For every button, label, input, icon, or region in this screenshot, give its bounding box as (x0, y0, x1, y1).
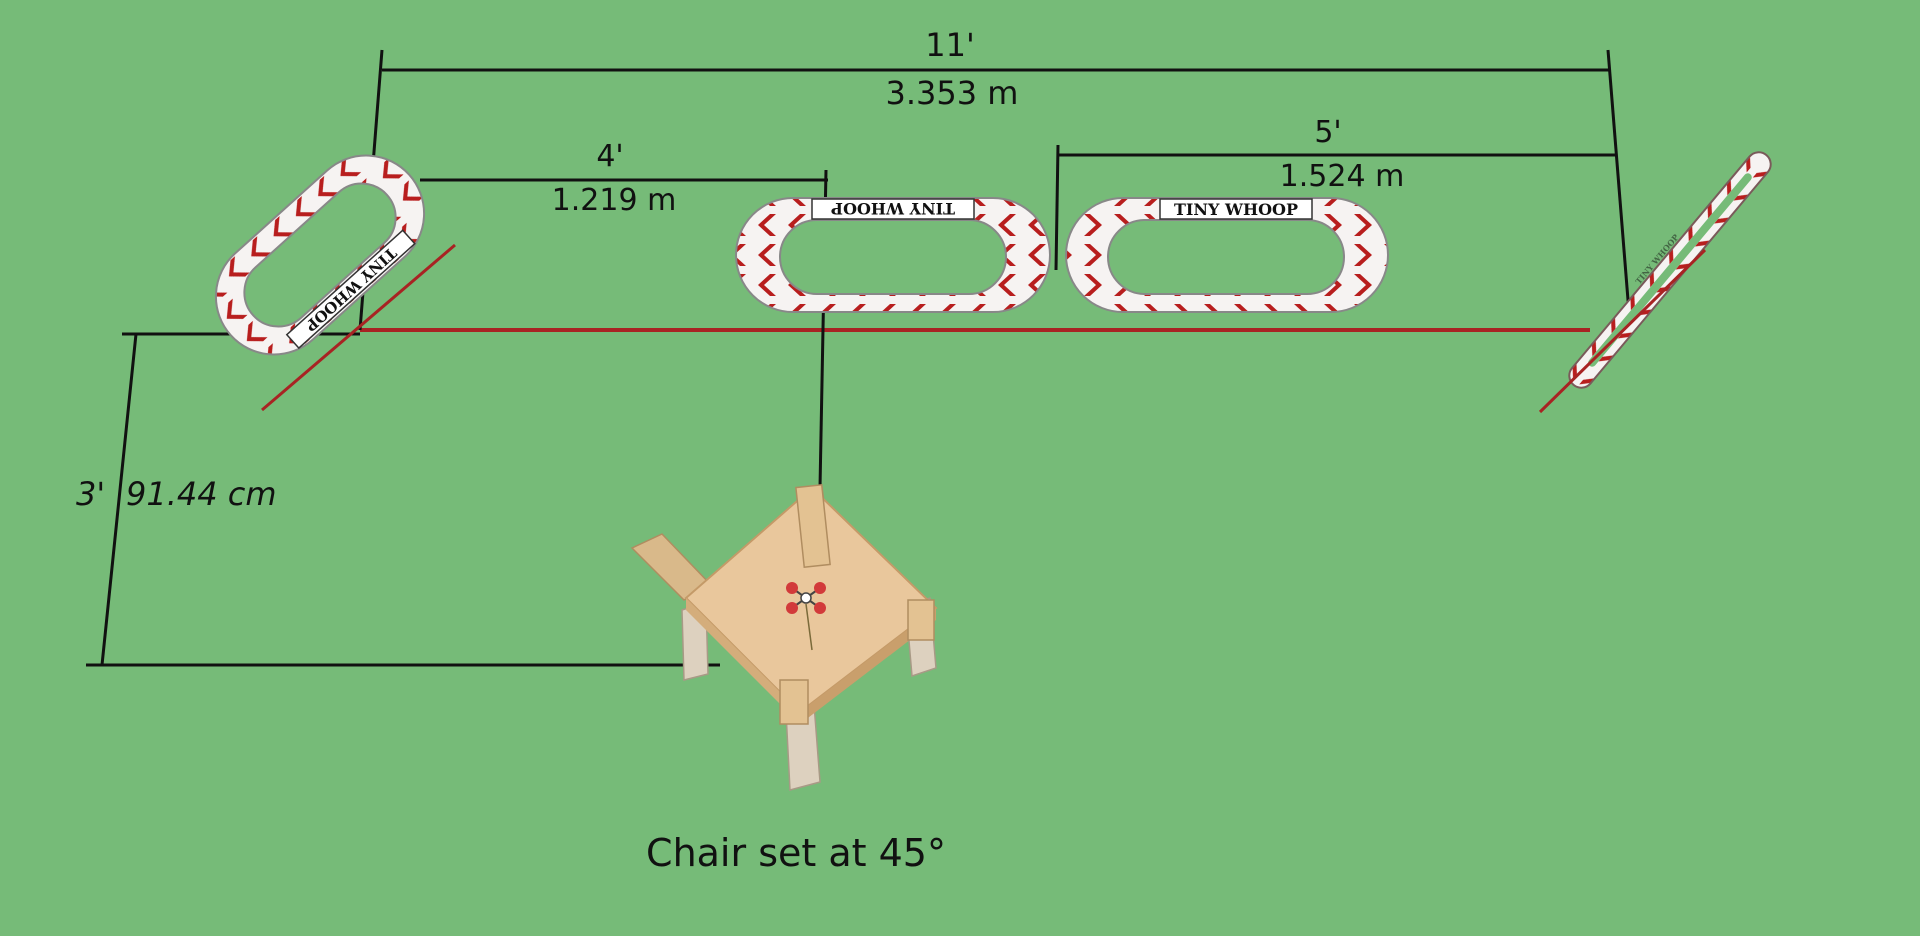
overall-metric-label: 3.353 m (886, 74, 1019, 112)
gate-2: TINY WHOOP (735, 197, 1051, 313)
right-spacing-metric-label: 1.524 m (1280, 159, 1405, 194)
drone-icon (786, 582, 826, 651)
left-spacing-imperial-label: 4' (596, 139, 623, 174)
gate-4-footprint (1538, 248, 1707, 414)
overall-imperial-label: 11' (925, 26, 975, 64)
gate-1: TINY WHOOP (214, 154, 426, 356)
chair-offset-imperial-label: 3' (76, 475, 105, 513)
chair-caption: Chair set at 45° (646, 831, 946, 875)
gate-3-banner: TINY WHOOP (1174, 200, 1298, 219)
left-spacing-metric-label: 1.219 m (552, 183, 677, 218)
right-spacing-imperial-label: 5' (1314, 115, 1341, 150)
gate-4: TINY WHOOP (1568, 151, 1772, 389)
chair-offset-metric-label: 91.44 cm (126, 475, 277, 513)
gate-3: TINY WHOOP (1065, 197, 1389, 313)
chair-icon (630, 484, 938, 791)
gate-1-footprint (261, 243, 456, 412)
gate-2-banner: TINY WHOOP (831, 199, 955, 218)
right-spacing-dimension (1054, 144, 1615, 271)
